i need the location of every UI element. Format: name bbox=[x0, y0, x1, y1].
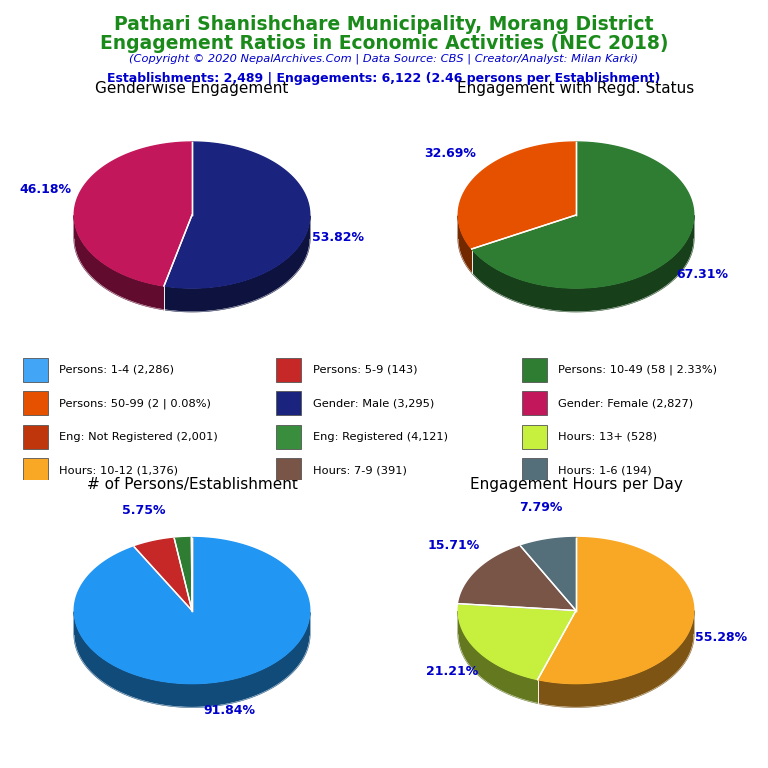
FancyBboxPatch shape bbox=[276, 392, 301, 415]
Title: Engagement Hours per Day: Engagement Hours per Day bbox=[469, 477, 683, 492]
Polygon shape bbox=[458, 604, 576, 680]
FancyBboxPatch shape bbox=[23, 458, 48, 483]
Text: 46.18%: 46.18% bbox=[20, 184, 72, 197]
Text: Hours: 1-6 (194): Hours: 1-6 (194) bbox=[558, 465, 652, 475]
FancyBboxPatch shape bbox=[522, 425, 547, 449]
Polygon shape bbox=[74, 142, 192, 286]
FancyBboxPatch shape bbox=[23, 425, 48, 449]
Text: 5.75%: 5.75% bbox=[122, 504, 166, 517]
Text: (Copyright © 2020 NepalArchives.Com | Data Source: CBS | Creator/Analyst: Milan : (Copyright © 2020 NepalArchives.Com | Da… bbox=[130, 54, 638, 65]
Polygon shape bbox=[458, 611, 538, 703]
Title: Engagement with Regd. Status: Engagement with Regd. Status bbox=[458, 81, 694, 96]
Text: Hours: 7-9 (391): Hours: 7-9 (391) bbox=[313, 465, 406, 475]
Text: Hours: 10-12 (1,376): Hours: 10-12 (1,376) bbox=[59, 465, 178, 475]
Text: 15.71%: 15.71% bbox=[427, 539, 480, 552]
FancyBboxPatch shape bbox=[522, 458, 547, 483]
Polygon shape bbox=[74, 611, 310, 707]
Title: # of Persons/Establishment: # of Persons/Establishment bbox=[87, 477, 297, 492]
Text: Gender: Male (3,295): Gender: Male (3,295) bbox=[313, 399, 434, 409]
Text: 67.31%: 67.31% bbox=[676, 267, 728, 280]
Text: Eng: Registered (4,121): Eng: Registered (4,121) bbox=[313, 432, 448, 442]
Polygon shape bbox=[164, 216, 310, 312]
Text: Hours: 13+ (528): Hours: 13+ (528) bbox=[558, 432, 657, 442]
Text: Persons: 5-9 (143): Persons: 5-9 (143) bbox=[313, 365, 417, 375]
Text: 7.79%: 7.79% bbox=[518, 502, 562, 515]
Title: Genderwise Engagement: Genderwise Engagement bbox=[95, 81, 289, 96]
Text: Establishments: 2,489 | Engagements: 6,122 (2.46 persons per Establishment): Establishments: 2,489 | Engagements: 6,1… bbox=[108, 72, 660, 85]
Polygon shape bbox=[74, 538, 310, 684]
Text: Persons: 1-4 (2,286): Persons: 1-4 (2,286) bbox=[59, 365, 174, 375]
Text: Persons: 10-49 (58 | 2.33%): Persons: 10-49 (58 | 2.33%) bbox=[558, 365, 717, 375]
Polygon shape bbox=[134, 538, 192, 611]
FancyBboxPatch shape bbox=[276, 425, 301, 449]
Text: Persons: 50-99 (2 | 0.08%): Persons: 50-99 (2 | 0.08%) bbox=[59, 398, 211, 409]
Text: 53.82%: 53.82% bbox=[312, 231, 364, 244]
Polygon shape bbox=[458, 216, 472, 273]
Text: 32.69%: 32.69% bbox=[424, 147, 476, 161]
Polygon shape bbox=[458, 142, 576, 249]
Text: Gender: Female (2,827): Gender: Female (2,827) bbox=[558, 399, 694, 409]
Polygon shape bbox=[74, 215, 164, 310]
Text: Eng: Not Registered (2,001): Eng: Not Registered (2,001) bbox=[59, 432, 218, 442]
Text: 91.84%: 91.84% bbox=[204, 704, 255, 717]
Polygon shape bbox=[521, 538, 576, 611]
FancyBboxPatch shape bbox=[23, 358, 48, 382]
Text: Engagement Ratios in Economic Activities (NEC 2018): Engagement Ratios in Economic Activities… bbox=[100, 34, 668, 53]
Polygon shape bbox=[174, 538, 192, 611]
Text: 21.21%: 21.21% bbox=[426, 665, 478, 678]
Polygon shape bbox=[164, 142, 310, 288]
Text: 55.28%: 55.28% bbox=[695, 631, 747, 644]
Polygon shape bbox=[472, 215, 694, 312]
Text: Pathari Shanishchare Municipality, Morang District: Pathari Shanishchare Municipality, Moran… bbox=[114, 15, 654, 35]
Polygon shape bbox=[458, 546, 576, 611]
FancyBboxPatch shape bbox=[276, 458, 301, 483]
Polygon shape bbox=[538, 611, 694, 707]
FancyBboxPatch shape bbox=[522, 392, 547, 415]
Polygon shape bbox=[538, 538, 694, 684]
FancyBboxPatch shape bbox=[276, 358, 301, 382]
FancyBboxPatch shape bbox=[23, 392, 48, 415]
Polygon shape bbox=[472, 142, 694, 288]
FancyBboxPatch shape bbox=[522, 358, 547, 382]
